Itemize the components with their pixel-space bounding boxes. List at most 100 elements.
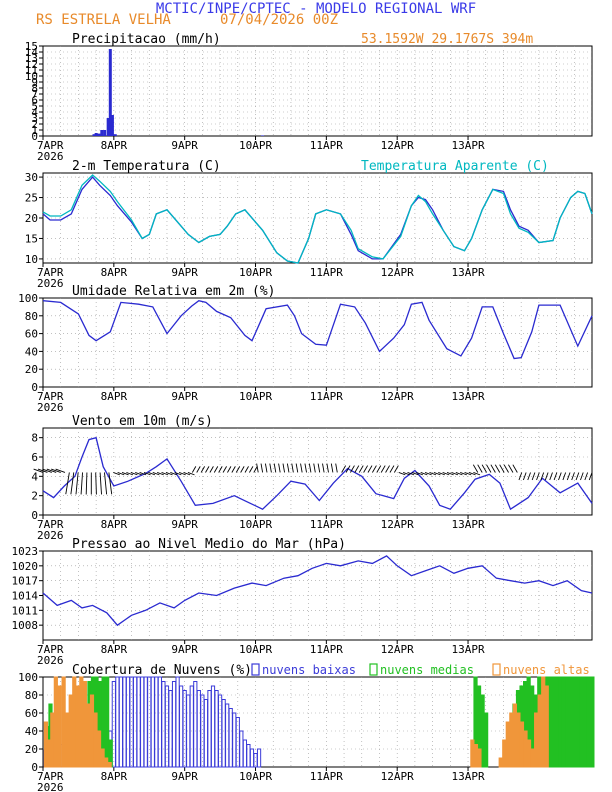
wind-xtick-label: 11APR (310, 518, 343, 531)
cloud-bar-baixas (256, 748, 262, 768)
pressure-ytick-label: 1008 (12, 619, 39, 632)
cloud-legend-swatch (251, 663, 260, 676)
precip-ytick-label: 14 (25, 46, 39, 59)
wind-arrow (269, 463, 272, 473)
cloud-bar-baixas (115, 676, 120, 768)
pressure-ytick-label: 1017 (12, 575, 39, 588)
precip-ytick-label: 11 (25, 64, 38, 77)
rh-panel: 0 20 40 60 80 100 7APR 8APR 9APR 10APR 11APR 12APR 1… (18, 284, 593, 414)
wind-arrow (481, 464, 487, 473)
wind-arrow (451, 472, 459, 476)
wind-arrow (580, 472, 584, 481)
precip-bar (261, 135, 265, 136)
wind-arrow (330, 463, 334, 473)
cloud-bar-baixas (228, 708, 233, 768)
cloud-bar-medias (554, 676, 560, 768)
wind-arrow (464, 472, 472, 476)
wind-arrow (209, 466, 214, 473)
wind-arrow (433, 472, 441, 476)
clouds-panel: 0 20 40 60 80 100 7APR 8APR 9APR 10APR 11APR 12APR 1… (18, 663, 595, 792)
cloud-bar-baixas (118, 676, 124, 768)
wind-line (42, 436, 593, 511)
cloud-bar-altas (502, 739, 507, 768)
wind-ytick-label: 6 (31, 451, 38, 464)
wind-arrow (429, 472, 437, 476)
wind-ytick-label: 0 (31, 509, 38, 522)
wind-arrow (363, 465, 369, 473)
wind-arrow (531, 472, 536, 481)
wind-arrow (486, 464, 492, 473)
cloud-bar-altas (516, 712, 521, 768)
clouds-xtick-label: 12APR (381, 770, 414, 783)
pressure-ytick-label: 1023 (12, 545, 39, 558)
precip-xtick-label: 9APR (171, 139, 198, 152)
rh-ytick-label: 60 (25, 328, 38, 341)
wind-arrow (99, 472, 102, 495)
temp-xtick-label: 7APR (37, 266, 64, 279)
pressure-frame (42, 550, 593, 641)
wind-arrow (152, 472, 160, 476)
wind-arrow (553, 472, 558, 481)
wind-arrow (389, 465, 395, 473)
temp-xtick-label: 11APR (310, 266, 343, 279)
clouds-ytick-label: 60 (25, 707, 38, 720)
temp-frame (42, 172, 593, 264)
wind-arrow (575, 472, 580, 481)
wind-arrow (499, 464, 505, 473)
wind-arrow (341, 465, 347, 473)
wind-arrow (460, 472, 467, 476)
wind-arrow (249, 466, 254, 473)
precip-ytick-label: 2 (31, 118, 38, 131)
cloud-bar-altas (72, 676, 77, 768)
cloud-bar-baixas (154, 676, 159, 768)
cloud-legend-label: nuvens baixas (262, 663, 356, 677)
wind-arrow (213, 466, 219, 473)
header-coords: 53.1592W 29.1767S 394m (361, 32, 533, 47)
wind-arrow (455, 472, 463, 476)
cloud-bar-altas (79, 676, 84, 768)
cloud-bar-baixas (249, 748, 255, 768)
cloud-bar-medias (569, 676, 574, 768)
wind-arrow (393, 465, 399, 473)
rh-year-label: 2026 (37, 401, 64, 414)
wind-arrow (566, 472, 571, 481)
header-location: RS ESTRELA VELHA (36, 12, 171, 28)
wind-arrow (80, 472, 83, 495)
wind-arrow (273, 463, 277, 473)
wind-arrow (295, 463, 299, 473)
clouds-xtick-label: 10APR (239, 770, 272, 783)
clouds-ytick-label: 40 (25, 725, 38, 738)
pressure-ytick-label: 1011 (12, 604, 39, 617)
cloud-bar-baixas (140, 676, 145, 768)
wind-arrow (300, 463, 303, 473)
cloud-bar-baixas (242, 739, 247, 768)
precip-bar (103, 130, 107, 136)
cloud-bar-altas (57, 685, 62, 768)
precip-ytick-label: 0 (31, 130, 38, 143)
cloud-bar-baixas (175, 676, 180, 768)
precip-title: Precipitacao (mm/h) (72, 32, 221, 47)
temp-line-apparent (42, 174, 593, 264)
wind-arrow (304, 463, 307, 473)
rh-xtick-label: 7APR (37, 390, 64, 403)
wind-arrow (135, 472, 142, 476)
clouds-xtick-label: 13APR (451, 770, 484, 783)
cloud-bar-altas (523, 730, 528, 768)
wind-arrow (196, 466, 201, 473)
wind-arrow (518, 472, 523, 481)
pressure-xtick-label: 13APR (451, 643, 484, 656)
wind-arrow (121, 472, 129, 476)
wind-arrow (170, 472, 178, 476)
wind-arrow (148, 472, 156, 476)
cloud-bar-baixas (232, 712, 237, 768)
precip-bar (108, 49, 112, 136)
wind-arrow (411, 472, 419, 476)
wind-arrow (51, 468, 61, 473)
cloud-bar-medias (551, 676, 556, 768)
wind-arrow (33, 468, 44, 473)
wind-arrow (240, 466, 245, 473)
rh-xtick-label: 13APR (451, 390, 484, 403)
cloud-bar-altas (50, 712, 55, 768)
cloud-bar-baixas (161, 681, 166, 768)
